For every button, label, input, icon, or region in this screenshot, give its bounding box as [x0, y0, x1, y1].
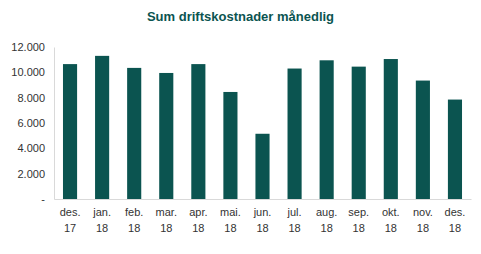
x-tick-label: jun. 18: [253, 206, 272, 234]
x-tick: okt. 18: [382, 206, 400, 234]
y-tick-label: 8.000: [17, 92, 45, 104]
x-tick: mar. 18: [156, 206, 177, 234]
title: Sum driftskostnader månedlig: [147, 9, 334, 24]
x-tick-label-line: sep.: [348, 206, 369, 218]
x-tick-label-line: 18: [321, 222, 333, 234]
x-tick-label-line: jul.: [287, 206, 302, 218]
x-tick: mai. 18: [220, 206, 241, 234]
x-tick-label-line: 18: [96, 222, 108, 234]
x-tick-label-line: feb.: [125, 206, 143, 218]
bar: [127, 68, 141, 199]
y-axis: - 2.000 4.000 6.000 8.000 10.000 12.000: [11, 41, 54, 205]
y-tick-label: 10.000: [11, 66, 45, 78]
x-tick-label: feb. 18: [125, 206, 143, 234]
x-tick-label-line: 18: [449, 222, 461, 234]
bar: [255, 134, 269, 199]
bar: [63, 64, 77, 199]
x-tick: apr. 18: [189, 206, 207, 234]
y-tick: 6.000: [17, 117, 54, 129]
x-tick-label: des. 18: [445, 206, 466, 234]
x-tick: jan. 18: [92, 206, 111, 234]
y-axis-line: [54, 48, 55, 200]
y-tick: 12.000: [11, 41, 54, 53]
x-tick: jul. 18: [287, 206, 302, 234]
x-tick-label-line: 18: [256, 222, 268, 234]
bar: [384, 59, 398, 199]
x-tick-label: apr. 18: [189, 206, 207, 234]
y-tick-label: 6.000: [17, 117, 45, 129]
x-tick-label: jan. 18: [92, 206, 111, 234]
x-tick-label-line: mai.: [220, 206, 241, 218]
x-tick-label: mar. 18: [156, 206, 177, 234]
x-tick: nov. 18: [413, 206, 433, 234]
bar: [448, 100, 462, 199]
y-tick-label: 12.000: [11, 41, 45, 53]
x-tick-label-line: jun.: [253, 206, 272, 218]
bar: [95, 56, 109, 199]
x-tick-label-line: des.: [60, 206, 81, 218]
x-tick-label-line: 18: [385, 222, 397, 234]
x-tick-label: aug. 18: [316, 206, 337, 234]
bar: [320, 60, 334, 199]
x-tick-label: mai. 18: [220, 206, 241, 234]
bar: [223, 92, 237, 199]
bar: [288, 69, 302, 199]
x-tick-label-line: okt.: [382, 206, 400, 218]
x-tick-label-line: jan.: [92, 206, 111, 218]
bars: [63, 56, 462, 199]
x-tick-label-line: 18: [192, 222, 204, 234]
x-tick-label-line: 18: [160, 222, 172, 234]
x-tick-label-line: 18: [417, 222, 429, 234]
bar: [191, 64, 205, 199]
x-tick-label-line: apr.: [189, 206, 207, 218]
x-tick-label: des. 17: [60, 206, 81, 234]
bar: [159, 73, 173, 199]
bar: [352, 67, 366, 199]
x-tick-label: jul. 18: [287, 206, 302, 234]
x-tick: jun. 18: [253, 206, 272, 234]
x-tick-label: okt. 18: [382, 206, 400, 234]
x-tick: feb. 18: [125, 206, 143, 234]
y-tick-label: -: [41, 193, 45, 205]
y-tick: 2.000: [17, 168, 54, 180]
x-tick: des. 18: [445, 206, 466, 234]
y-tick: 10.000: [11, 66, 54, 78]
plot: - 2.000 4.000 6.000 8.000 10.000 12.000 des. 17 j…: [11, 41, 471, 234]
x-tick-label-line: des.: [445, 206, 466, 218]
x-axis-line: [55, 199, 472, 200]
x-tick: aug. 18: [316, 206, 337, 234]
y-tick-label: 4.000: [17, 142, 45, 154]
y-tick-label: 2.000: [17, 168, 45, 180]
x-tick-label-line: nov.: [413, 206, 433, 218]
x-tick-label-line: 17: [64, 222, 76, 234]
x-tick-label-line: 18: [288, 222, 300, 234]
x-tick-label-line: aug.: [316, 206, 337, 218]
chart: Sum driftskostnader månedlig - 2.000 4.000 6…: [0, 0, 481, 254]
x-tick-label-line: 18: [224, 222, 236, 234]
y-tick: 4.000: [17, 142, 54, 154]
x-tick-label: sep. 18: [348, 206, 369, 234]
x-tick-label-line: mar.: [156, 206, 177, 218]
x-tick-label-line: 18: [128, 222, 140, 234]
y-tick: -: [41, 193, 54, 205]
y-tick: 8.000: [17, 92, 54, 104]
x-tick-label-line: 18: [353, 222, 365, 234]
bar: [416, 81, 430, 199]
x-tick-label: nov. 18: [413, 206, 433, 234]
x-axis: des.17jan.18feb.18mar.18apr.18mai.18jun.…: [55, 200, 472, 235]
x-tick: des. 17: [60, 206, 81, 234]
x-tick: sep. 18: [348, 206, 369, 234]
